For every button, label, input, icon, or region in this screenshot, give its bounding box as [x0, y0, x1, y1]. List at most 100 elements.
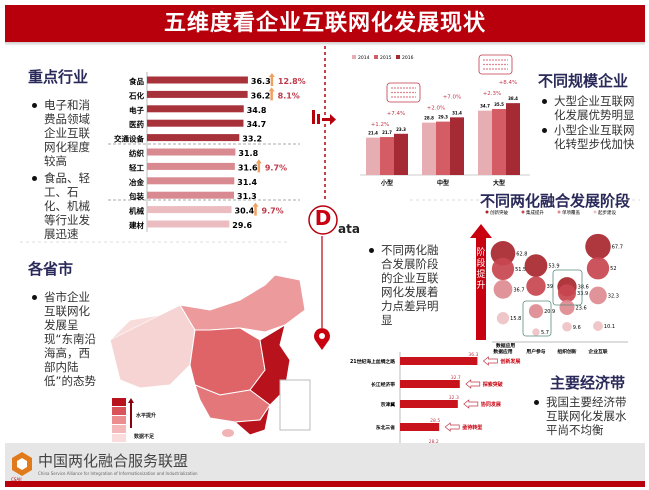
legend-swatch [374, 55, 378, 59]
growth-label: +7.0% [443, 94, 462, 100]
growth-label: +2.3% [483, 91, 502, 97]
legend-swatches [112, 398, 126, 442]
value-label: 36.2 [251, 91, 271, 100]
location-pin-icon [314, 328, 330, 350]
highlight-box [522, 300, 552, 337]
value-label: 9.6 [573, 325, 581, 331]
value-label: 30.4 [235, 207, 255, 216]
legend-label: 2015 [380, 55, 392, 61]
bar [147, 90, 248, 98]
bubble [557, 284, 577, 303]
bar [147, 148, 236, 156]
value-label: 29.3 [438, 115, 448, 120]
tag-label: 协同发展 [481, 401, 501, 408]
stage-heading: 不同两化融合发展阶段 [480, 192, 631, 210]
tag-label: 亟待转型 [462, 424, 482, 431]
category-label: 石化 [128, 90, 144, 100]
legend-swatch [112, 398, 126, 406]
legend-swatch [112, 425, 126, 433]
value-label: 36.3 [251, 77, 271, 86]
bullet: 电子和消费品领域企业互联网化程度较高 [30, 98, 95, 168]
value-label: 10.1 [604, 324, 615, 330]
bar [147, 76, 248, 84]
bullet: 食品、轻工、石化、机械等行业发展迅速 [30, 171, 95, 241]
category-label: 交通设备 [114, 134, 144, 144]
bar [422, 122, 436, 175]
bar [147, 220, 230, 228]
scale-bullets: 大型企业互联网化发展优势明显 小型企业互联网化转型步伐加快 [540, 94, 640, 151]
value-label: 20.9 [544, 309, 555, 315]
stage-bullets: 不同两化融合发展阶段的企业互联网化发展着力点差异明显 [367, 243, 445, 327]
left-arrow-icon [465, 379, 481, 389]
legend-swatch [112, 434, 126, 442]
value-label: 28.8 [424, 116, 434, 121]
tag-label: 探索突破 [483, 381, 503, 388]
category-label: 包装 [128, 191, 144, 201]
left-arrow-icon [444, 422, 460, 432]
category-label: 数据应用 [493, 348, 512, 355]
bullet: 大型企业互联网化发展优势明显 [540, 94, 640, 122]
legend-label: 创新突破 [490, 209, 508, 216]
alliance-logo-icon [12, 452, 32, 476]
industry-bar-chart: 食品 36.3 12.8% 石化 36.2 8.1% 电子 34.8 医药 34.7 交通设备 33.… [108, 72, 306, 232]
value-label: 38.4 [508, 96, 518, 101]
category-label: 医药 [129, 119, 144, 129]
legend-label: 2016 [402, 55, 414, 61]
value-label: 32.3 [449, 395, 459, 401]
logo-text: CSAII [11, 477, 22, 482]
legend-dot [593, 210, 597, 214]
highlight-box [552, 269, 583, 306]
value-label: 31.3 [237, 192, 257, 201]
growth-label: 9.7% [262, 207, 284, 216]
bubble [524, 254, 548, 277]
map-region-southeast [233, 404, 271, 436]
category-label: 企业互联 [588, 348, 607, 355]
bubble [532, 328, 540, 336]
alliance-name-en: China Service Alliance for Integration o… [38, 471, 198, 476]
category-label: 京津冀 [381, 401, 396, 408]
value-label: 53.9 [548, 264, 559, 270]
bar [450, 117, 464, 175]
value-label: 31.4 [237, 178, 257, 187]
bar [147, 162, 235, 170]
tag-label: 创新发展 [499, 358, 520, 365]
bar [492, 109, 506, 175]
up-arrow-head [252, 202, 259, 207]
category-label: 食品 [129, 76, 144, 86]
province-bullets: 省市企业互联网化发展呈现“东南沿海高，西部内陆低”的态势 [30, 290, 100, 388]
growth-label: 9.7% [265, 163, 287, 172]
value-label: 67.7 [612, 245, 623, 251]
bar [478, 110, 492, 175]
value-label: 35.5 [494, 102, 504, 107]
bubble [589, 286, 607, 305]
value-label: 5.7 [541, 330, 549, 336]
bullet: 我国主要经济带互联网化发展水平尚不均衡 [532, 395, 632, 437]
bubble [496, 312, 510, 325]
bar [400, 357, 478, 365]
bar [147, 105, 244, 113]
category-label: 用户参与 [525, 348, 545, 355]
legend-dot [557, 210, 561, 214]
category-label: 轻工 [129, 162, 144, 172]
value-label: 23.3 [396, 127, 406, 132]
bubble [559, 299, 575, 315]
map-legend [112, 398, 126, 443]
bullet: 不同两化融合发展阶段的企业互联网化发展着力点差异明显 [367, 243, 445, 327]
category-label: 电子 [129, 105, 144, 115]
growth-label: 8.1% [278, 91, 300, 100]
value-label: 34.8 [247, 106, 267, 115]
value-label: 31.6 [238, 163, 258, 172]
value-label: 39 [547, 284, 553, 290]
value-label: 32.3 [608, 293, 619, 299]
bar [147, 134, 240, 142]
up-arrow-head [268, 73, 275, 77]
stage-arrow-label: 阶段提升 [476, 248, 486, 291]
bottom-strip [5, 481, 645, 487]
map-inset-south-sea [279, 379, 311, 431]
bubble [585, 233, 611, 260]
bar [400, 423, 440, 431]
legend-dot [521, 210, 525, 214]
value-label: 31.4 [452, 110, 462, 115]
category-label: 冶金 [129, 177, 144, 187]
